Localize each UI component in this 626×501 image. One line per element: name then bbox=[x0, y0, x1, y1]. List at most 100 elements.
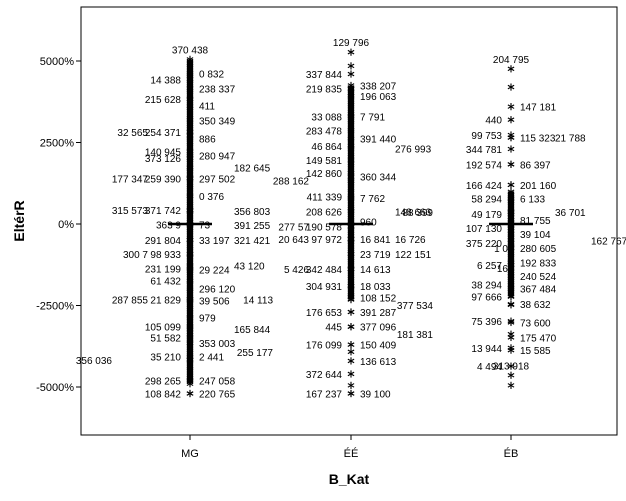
asterisk-stroke bbox=[347, 71, 355, 77]
asterisk-stroke bbox=[347, 86, 355, 91]
y-tick-label: -2500% bbox=[36, 301, 74, 313]
outlier-asterisk bbox=[186, 128, 194, 136]
outlier-label: 372 644 bbox=[306, 370, 343, 381]
outlier-label: 371 742 bbox=[145, 206, 182, 217]
outlier-label: 61 432 bbox=[150, 277, 181, 288]
outlier-label: 38 632 bbox=[520, 300, 551, 311]
asterisk-stroke bbox=[347, 297, 355, 302]
outlier-label: 440 bbox=[485, 116, 502, 127]
outlier-label: 23 719 bbox=[360, 250, 391, 261]
outlier-asterisk bbox=[186, 164, 194, 172]
series-eb: 204 795 147 181 440 99 753 115 323 21 788 344 … bbox=[397, 55, 626, 389]
asterisk-stroke bbox=[186, 267, 194, 272]
outlier-asterisk bbox=[507, 103, 515, 111]
outlier-asterisk bbox=[507, 116, 515, 124]
outlier-label: 177 347 bbox=[112, 174, 149, 185]
outlier-label: 363 9 bbox=[156, 220, 181, 231]
asterisk-stroke bbox=[507, 301, 515, 307]
outlier-label: 370 438 bbox=[172, 45, 209, 56]
outlier-label: 73 bbox=[199, 220, 211, 231]
asterisk-stroke bbox=[186, 251, 194, 257]
outlier-label: 280 605 bbox=[520, 244, 557, 255]
asterisk-stroke bbox=[186, 378, 194, 383]
outlier-asterisk bbox=[347, 70, 355, 78]
asterisk-stroke bbox=[186, 103, 194, 108]
outlier-asterisk bbox=[507, 145, 515, 153]
asterisk-stroke bbox=[186, 129, 194, 135]
outlier-asterisk bbox=[347, 389, 355, 398]
outlier-label: 122 151 bbox=[395, 250, 432, 261]
asterisk-stroke bbox=[507, 294, 515, 299]
asterisk-stroke bbox=[507, 265, 515, 271]
outlier-asterisk bbox=[507, 293, 515, 301]
outlier-asterisk bbox=[507, 134, 515, 142]
outlier-label: 38 294 bbox=[471, 281, 502, 292]
y-tick-label: 5000% bbox=[40, 56, 74, 68]
asterisk-stroke bbox=[347, 224, 355, 229]
asterisk-stroke bbox=[507, 217, 515, 223]
outlier-label: 201 160 bbox=[520, 181, 557, 192]
outlier-label: 15 585 bbox=[520, 346, 551, 357]
outlier-label: 411 339 bbox=[307, 192, 343, 203]
outlier-asterisk bbox=[186, 250, 194, 258]
outlier-asterisk bbox=[186, 339, 194, 347]
asterisk-stroke bbox=[186, 315, 194, 320]
outlier-asterisk bbox=[507, 65, 515, 73]
asterisk-stroke bbox=[507, 146, 515, 152]
asterisk-stroke bbox=[347, 136, 355, 141]
outlier-label: 2 441 bbox=[199, 353, 224, 364]
outlier-asterisk bbox=[347, 381, 355, 389]
outlier-label: 182 645 bbox=[234, 164, 271, 175]
outlier-asterisk bbox=[186, 284, 194, 293]
asterisk-stroke bbox=[347, 63, 355, 69]
asterisk-stroke bbox=[186, 86, 194, 91]
outlier-asterisk bbox=[507, 160, 515, 168]
asterisk-stroke bbox=[186, 136, 194, 141]
outlier-label: 140 945 bbox=[145, 147, 182, 158]
outlier-label: 231 199 bbox=[145, 264, 182, 275]
outlier-label: 150 409 bbox=[360, 341, 397, 352]
asterisk-stroke bbox=[347, 114, 355, 119]
outlier-asterisk bbox=[347, 134, 355, 143]
asterisk-stroke bbox=[186, 193, 194, 199]
outlier-label: 16 726 bbox=[395, 235, 426, 246]
asterisk-stroke bbox=[186, 391, 194, 396]
outlier-label: 75 396 bbox=[471, 317, 502, 328]
outlier-asterisk bbox=[347, 265, 355, 273]
outlier-label: 353 003 bbox=[199, 339, 236, 350]
outlier-label: 105 099 bbox=[145, 323, 182, 334]
outlier-label: 337 844 bbox=[306, 70, 343, 81]
outlier-label: 49 179 bbox=[471, 210, 502, 221]
outlier-label: 304 931 bbox=[306, 282, 343, 293]
outlier-label: 342 484 bbox=[306, 265, 343, 276]
outlier-asterisk bbox=[186, 75, 194, 83]
outlier-label: 338 207 bbox=[360, 81, 397, 92]
outlier-label: 391 440 bbox=[360, 135, 397, 146]
asterisk-stroke bbox=[186, 96, 194, 102]
outlier-asterisk bbox=[186, 207, 194, 215]
outlier-label: 367 484 bbox=[520, 285, 557, 296]
outlier-label: 255 177 bbox=[237, 348, 274, 359]
outlier-marks: 370 438 0 832 14 388 238 337 215 628 411 350 3… bbox=[76, 38, 626, 400]
y-tick-label: 2500% bbox=[40, 138, 74, 150]
asterisk-stroke bbox=[347, 146, 355, 151]
outlier-asterisk bbox=[507, 83, 515, 91]
outlier-label: 377 534 bbox=[397, 301, 434, 312]
asterisk-stroke bbox=[186, 118, 194, 123]
asterisk-stroke bbox=[347, 383, 355, 388]
outlier-asterisk bbox=[507, 300, 515, 308]
asterisk-stroke bbox=[347, 371, 355, 377]
outlier-label: 287 855 bbox=[112, 295, 149, 306]
outlier-asterisk bbox=[347, 156, 355, 164]
outlier-label: 136 613 bbox=[360, 357, 397, 368]
outlier-asterisk bbox=[186, 116, 194, 124]
asterisk-stroke bbox=[507, 363, 515, 369]
outlier-asterisk bbox=[347, 48, 355, 56]
asterisk-stroke bbox=[186, 335, 194, 340]
outlier-label: 979 bbox=[199, 314, 216, 325]
asterisk-stroke bbox=[347, 209, 355, 214]
asterisk-stroke bbox=[507, 372, 515, 378]
outlier-label: 4 494 bbox=[477, 362, 502, 373]
outlier-label: 86 397 bbox=[520, 160, 551, 171]
